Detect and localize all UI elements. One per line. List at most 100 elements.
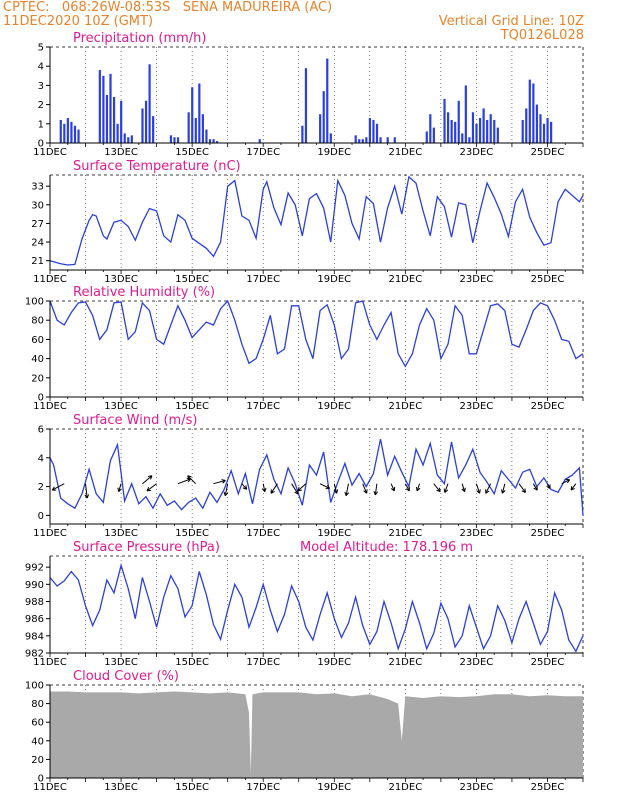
precip-xtick-label: 19DEC [317, 147, 351, 158]
rh-xtick-label: 11DEC [33, 401, 67, 412]
wind-vector [433, 483, 441, 493]
rh-ytick-label: 80 [31, 316, 44, 327]
wind-vector-head [476, 489, 481, 494]
precip-bar [521, 119, 524, 143]
temp-ytick-label: 27 [31, 219, 44, 230]
precip-bar [379, 137, 382, 143]
wind-vector [570, 483, 577, 491]
cloud-ytick-label: 20 [31, 755, 44, 766]
precip-bar [198, 83, 201, 143]
cloud-ytick-label: 60 [31, 718, 44, 729]
wind-vector-head [485, 489, 490, 494]
wind-vector [142, 475, 153, 485]
precip-ytick-label: 2 [38, 100, 44, 111]
precip-bar [361, 139, 364, 143]
cloud-xtick-label: 21DEC [388, 782, 422, 793]
wind-xtick-label: 19DEC [317, 528, 351, 539]
rh-ytick-label: 20 [31, 373, 44, 384]
wind-vector [475, 483, 481, 494]
precip-xtick-label: 13DEC [104, 147, 138, 158]
wind-vector [85, 483, 88, 499]
precip-xtick-label: 15DEC [175, 147, 209, 158]
temp-xtick-label: 19DEC [317, 274, 351, 285]
pres-ytick-label: 984 [25, 631, 44, 642]
pres-xtick-label: 11DEC [33, 657, 67, 668]
wind-vector-head [533, 486, 538, 491]
precip-bar [546, 118, 549, 143]
header-grid-note: Vertical Grid Line: 10Z [438, 14, 584, 29]
precip-bar [205, 129, 208, 143]
precip-bar [354, 135, 357, 143]
precip-bar [450, 119, 453, 143]
precip-bar [542, 123, 546, 143]
precip-bar [493, 119, 496, 143]
wind-vector-head [242, 485, 248, 490]
precip-xtick-label: 25DEC [531, 147, 565, 158]
precip-bar [429, 114, 432, 143]
wind-vector-head [443, 488, 449, 493]
pres-annotation: Model Altitude: 178.196 m [300, 540, 473, 555]
wind-xtick-label: 13DEC [104, 528, 138, 539]
precip-bar [496, 127, 499, 143]
precip-bar [322, 91, 325, 143]
temp-xtick-label: 25DEC [531, 274, 565, 285]
precip-ytick-label: 1 [38, 119, 44, 130]
precip-bar [59, 119, 62, 143]
rh-xtick-label: 25DEC [531, 401, 565, 412]
temp-ytick-label: 21 [31, 256, 44, 267]
pres-xtick-label: 25DEC [531, 657, 565, 668]
precip-bar [535, 104, 539, 143]
precip-bar [468, 137, 471, 143]
cloud-xtick-label: 25DEC [531, 782, 565, 793]
precip-bar [152, 116, 155, 143]
wind-vector [224, 483, 229, 496]
wind-vector [291, 483, 299, 495]
precip-bar [550, 121, 553, 143]
wind-vector-head [546, 484, 551, 489]
wind-vector-head [333, 489, 339, 494]
wind-vector-head [363, 489, 368, 494]
wind-vector [532, 483, 538, 491]
precip-bar [368, 118, 371, 143]
wind-vector-head [187, 475, 192, 480]
cloud-xtick-label: 13DEC [104, 782, 138, 793]
wind-line [49, 438, 584, 516]
wind-vector-head [261, 487, 267, 493]
precip-bar [105, 95, 109, 143]
rh-xtick-label: 21DEC [388, 401, 422, 412]
precip-bar [432, 127, 435, 143]
cloud-xtick-label: 19DEC [317, 782, 351, 793]
pres-ytick-label: 988 [25, 597, 44, 608]
precip-bar [127, 137, 130, 143]
precip-bar [120, 100, 123, 143]
precip-bar [489, 114, 492, 143]
wind-vector [297, 483, 307, 492]
wind-vector-head [390, 486, 396, 492]
wind-vector [461, 483, 466, 492]
precip-bar [301, 125, 304, 143]
rh-ytick-label: 0 [38, 393, 44, 404]
cloud-xtick-label: 15DEC [175, 782, 209, 793]
wind-vector-head [146, 487, 152, 492]
precip-bar [216, 141, 219, 143]
wind-vector [146, 483, 157, 492]
precip-bar [443, 98, 446, 143]
temp-xtick-label: 17DEC [246, 274, 280, 285]
precip-bar [478, 118, 482, 143]
precip-bar [123, 133, 126, 143]
rh-ytick-label: 100 [25, 297, 44, 308]
cloud-area [50, 691, 583, 778]
precip-bar [446, 112, 450, 143]
wind-ytick-label: 6 [38, 425, 44, 436]
temp-ytick-label: 33 [31, 182, 44, 193]
wind-vector [561, 479, 570, 485]
precip-ytick-label: 4 [38, 62, 44, 73]
precip-bar [425, 131, 428, 143]
wind-vector-head [415, 486, 421, 492]
wind-vector [374, 483, 378, 495]
pres-xtick-label: 23DEC [460, 657, 494, 668]
precip-bar [109, 73, 112, 143]
wind-vector-head [521, 488, 526, 493]
precip-bar [457, 100, 460, 143]
